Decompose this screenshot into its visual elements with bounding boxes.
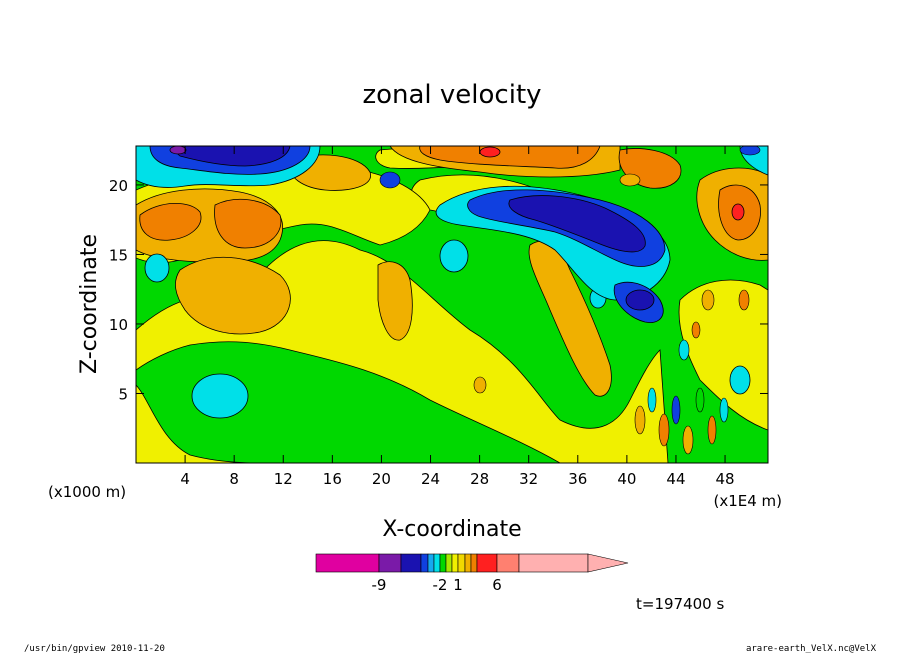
colorbar-tick-label: 1 [453, 576, 463, 594]
colorbar-segment [433, 553, 441, 573]
region-positive-strong [139, 202, 202, 241]
region-positive-strong [214, 198, 282, 249]
colorbar-segment [518, 553, 589, 573]
region-negative-small [439, 239, 469, 273]
region-positive-moderate [377, 261, 413, 341]
x-tick-label: 8 [229, 470, 239, 488]
colorbar-segment [315, 553, 380, 573]
region-negative-small [144, 253, 170, 283]
colorbar-segment [427, 553, 435, 573]
footer-right: arare-earth_VelX.nc@VelX [746, 644, 877, 654]
y-tick-label: 15 [109, 246, 128, 264]
x-axis: 4 8 12 16 20 24 28 32 36 40 44 48 [180, 146, 735, 488]
turbulent-features [379, 146, 761, 455]
y-tick-label: 20 [109, 177, 128, 195]
region-positive-strong [419, 146, 601, 169]
x-tick-label: 32 [519, 470, 538, 488]
colorbar [315, 553, 629, 573]
colorbar-segment [378, 553, 402, 573]
y-tick-label: 10 [109, 316, 128, 334]
y-tick-label: 5 [118, 385, 128, 403]
x-tick-label: 40 [617, 470, 636, 488]
colorbar-segment [439, 553, 447, 573]
region-negative-small [191, 373, 249, 419]
colorbar-segment [445, 553, 453, 573]
footer-left: /usr/bin/gpview 2010-11-20 [24, 644, 165, 654]
colorbar-tick-label: 6 [492, 576, 502, 594]
colorbar-segment [420, 553, 429, 573]
x-tick-label: 44 [666, 470, 685, 488]
region-positive-max [731, 203, 745, 221]
chart-title: zonal velocity [362, 80, 541, 110]
colorbar-segment [476, 553, 498, 573]
region-negative-extreme [169, 146, 187, 155]
x-tick-label: 12 [274, 470, 293, 488]
region-positive-max [479, 146, 501, 158]
region-negative-small [729, 365, 751, 395]
region-negative-strong [625, 289, 655, 311]
x-unit-left: (x1000 m) [48, 483, 126, 501]
colorbar-tick-label: -2 [433, 576, 448, 594]
region-negative-strong [508, 195, 646, 253]
x-tick-label: 16 [323, 470, 342, 488]
time-label: t=197400 s [636, 595, 724, 613]
contour-field [136, 146, 768, 463]
x-tick-label: 36 [568, 470, 587, 488]
colorbar-segment [457, 553, 466, 573]
region-positive-moderate [528, 240, 612, 397]
y-axis-label: Z-coordinate [77, 234, 102, 374]
x-tick-label: 20 [372, 470, 391, 488]
x-tick-label: 4 [180, 470, 190, 488]
colorbar-tick-label: -9 [372, 576, 387, 594]
colorbar-arrow [587, 553, 629, 573]
x-tick-label: 28 [470, 470, 489, 488]
colorbar-segment [400, 553, 422, 573]
colorbar-segment [470, 553, 478, 573]
x-tick-label: 48 [716, 470, 735, 488]
x-axis-label: X-coordinate [382, 517, 521, 542]
colorbar-segment [496, 553, 520, 573]
colorbar-ticks: -9 -2 1 6 [372, 576, 502, 594]
colorbar-segment [451, 553, 459, 573]
plot-frame [135, 145, 769, 464]
colorbar-segment [464, 553, 472, 573]
y-axis: 5 10 15 20 [109, 177, 768, 403]
region-positive-moderate [175, 256, 291, 335]
x-unit-right: (x1E4 m) [713, 492, 782, 510]
x-tick-label: 24 [421, 470, 440, 488]
